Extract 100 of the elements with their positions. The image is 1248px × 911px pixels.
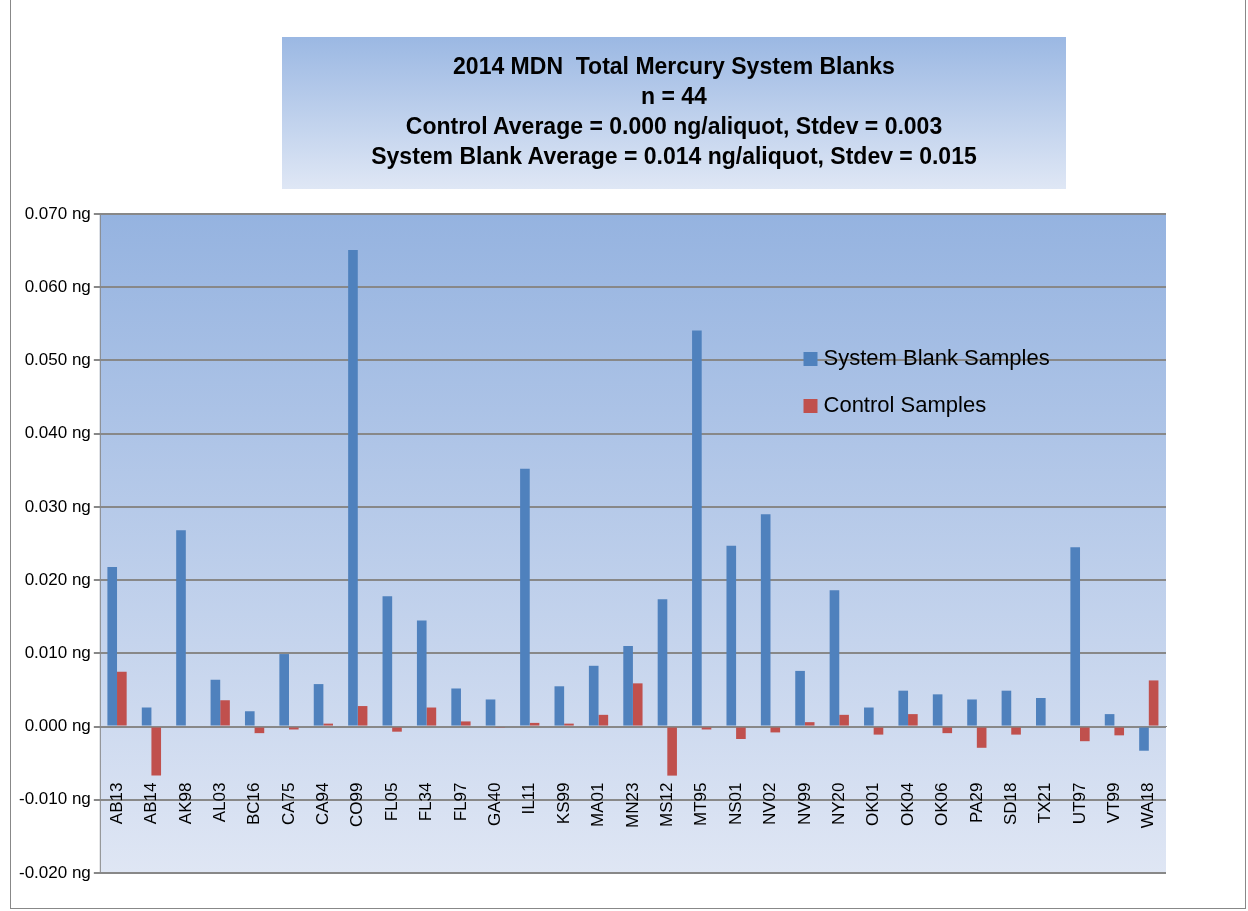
bar — [898, 690, 909, 726]
x-tick-label: FL34 — [416, 782, 436, 822]
bar — [554, 686, 565, 726]
x-tick-label: CA94 — [313, 782, 333, 826]
bar — [657, 599, 668, 726]
bar — [795, 670, 805, 726]
chart-title: 2014 MDN Total Mercury System Blanks — [452, 52, 896, 81]
x-tick-label: IL11 — [519, 782, 539, 815]
bar — [804, 722, 815, 726]
bar — [967, 699, 977, 726]
text: System Blank Average = 0.014 ng/aliquot, Stdev = 0.015 — [370, 142, 978, 171]
x-tick-label: GA40 — [485, 782, 505, 827]
legend-label: Control Samples — [823, 392, 987, 418]
bar — [348, 249, 358, 726]
text: Control Average = 0.000 ng/aliquot, Stdev = 0.003 — [404, 112, 944, 141]
bar — [426, 707, 437, 726]
bar — [220, 700, 230, 726]
x-tick-label: UT97 — [1069, 782, 1089, 825]
x-tick-label: WA18 — [1138, 782, 1158, 829]
bar — [873, 727, 884, 735]
bar — [692, 330, 702, 726]
bar — [829, 590, 840, 726]
bar — [1011, 727, 1021, 735]
x-tick-label: TX21 — [1035, 782, 1055, 824]
bar — [313, 684, 324, 726]
y-tick-label: -0.020 ng — [18, 862, 91, 882]
bar — [520, 468, 530, 726]
x-tick-label: AK98 — [175, 782, 195, 825]
x-tick-label: FL05 — [381, 782, 401, 822]
bar — [598, 714, 609, 726]
bar — [1080, 727, 1090, 742]
x-tick-label: CO99 — [347, 782, 367, 827]
x-tick-label: MS12 — [657, 782, 676, 827]
bar — [357, 706, 368, 726]
y-tick-label: 0.040 ng — [24, 423, 91, 443]
y-tick-label: 0.050 ng — [24, 350, 91, 370]
bar — [210, 679, 221, 726]
x-tick-label: BC16 — [244, 782, 264, 826]
x-tick-label: NS01 — [725, 782, 745, 826]
bar — [460, 721, 471, 726]
y-tick-label: 0.000 ng — [24, 716, 91, 736]
bar — [244, 711, 255, 726]
x-tick-label: OK06 — [932, 782, 952, 827]
x-tick-label: AB13 — [106, 782, 126, 825]
x-tick-label: KS99 — [553, 782, 573, 825]
chart-subtitle: n = 44 — [640, 82, 708, 111]
bar — [667, 727, 677, 776]
x-tick-label: NV99 — [794, 782, 814, 826]
bar — [416, 620, 427, 726]
y-tick-label: 0.070 ng — [24, 203, 91, 223]
bar — [279, 654, 289, 726]
bar — [117, 671, 127, 726]
bar — [632, 683, 643, 726]
x-tick-label: OK04 — [897, 782, 917, 827]
bar — [485, 699, 496, 726]
y-tick-label: -0.010 ng — [18, 789, 91, 809]
bar — [1139, 727, 1149, 751]
bar — [1104, 714, 1115, 726]
bar — [107, 566, 118, 726]
bar — [1148, 680, 1159, 726]
y-tick-label: 0.060 ng — [24, 276, 91, 296]
x-tick-label: MA01 — [588, 782, 608, 827]
bar — [1001, 690, 1012, 726]
x-tick-label: CA75 — [278, 782, 298, 826]
x-tick-label: FL97 — [450, 782, 470, 822]
x-tick-label: NY20 — [828, 782, 848, 826]
x-tick-label: PA29 — [966, 782, 986, 823]
legend-label: System Blank Samples — [823, 345, 1050, 371]
y-tick-label: 0.010 ng — [24, 643, 91, 663]
x-tick-label: AL03 — [209, 782, 229, 823]
x-tick-label: AB14 — [141, 782, 161, 825]
bar — [932, 694, 943, 726]
bar — [451, 688, 461, 726]
bar — [1036, 698, 1046, 726]
bar — [623, 646, 633, 726]
bar — [1070, 547, 1081, 726]
x-tick-label: MN23 — [622, 782, 642, 828]
bar — [864, 707, 874, 726]
bar — [726, 545, 737, 726]
x-tick-label: MT95 — [691, 782, 711, 827]
x-tick-label: OK01 — [863, 782, 883, 827]
bar — [976, 727, 987, 748]
bar — [141, 707, 152, 726]
bar — [1114, 727, 1125, 736]
bar — [760, 514, 771, 726]
x-tick-label: NV02 — [760, 782, 780, 826]
y-tick-label: 0.020 ng — [24, 569, 91, 589]
bar — [392, 727, 402, 732]
bar — [588, 665, 599, 726]
bar — [908, 714, 918, 726]
bar — [839, 714, 849, 726]
bar — [736, 727, 746, 739]
bar — [382, 596, 393, 726]
bar — [176, 530, 186, 726]
x-tick-label: SD18 — [1000, 782, 1020, 826]
bar — [151, 727, 162, 776]
bar — [942, 727, 953, 734]
bar — [529, 722, 540, 726]
y-tick-label: 0.030 ng — [24, 496, 91, 516]
x-tick-label: VT99 — [1104, 782, 1124, 824]
